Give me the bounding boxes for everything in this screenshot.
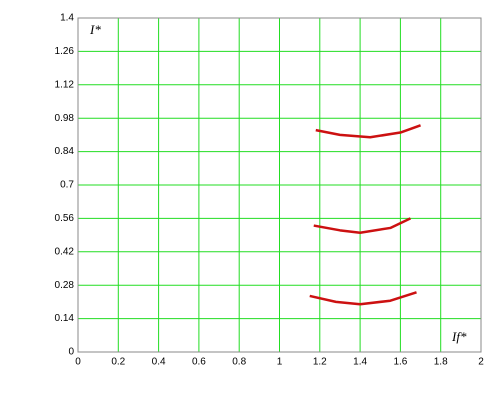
x-tick-label: 0.4	[152, 357, 166, 368]
x-tick-label: 2	[478, 357, 484, 368]
y-tick-label: 1.26	[55, 46, 75, 57]
data-line	[309, 291, 417, 306]
y-tick-label: 0.84	[55, 146, 75, 157]
x-tick-label: 1	[277, 357, 283, 368]
y-tick-label: 0.7	[60, 180, 74, 191]
y-tick-label: 0.98	[55, 113, 75, 124]
x-tick-label: 1.2	[313, 357, 327, 368]
y-tick-label: 0.14	[55, 313, 75, 324]
x-axis-title: If*	[451, 329, 467, 344]
data-line	[315, 124, 421, 139]
y-tick-label: 0.28	[55, 280, 75, 291]
y-tick-label: 0	[68, 347, 74, 358]
x-tick-label: 1.4	[353, 357, 367, 368]
x-tick-label: 0.2	[111, 357, 125, 368]
x-tick-label: 0.6	[192, 357, 206, 368]
y-tick-label: 1.12	[55, 79, 75, 90]
plot-frame	[77, 17, 482, 353]
data-line	[313, 217, 412, 234]
y-axis-title: I*	[89, 22, 101, 37]
x-tick-label: 1.8	[434, 357, 448, 368]
y-tick-label: 0.56	[55, 213, 75, 224]
y-tick-label: 1.4	[60, 13, 74, 24]
x-tick-label: 0	[75, 357, 81, 368]
y-tick-label: 0.42	[55, 246, 75, 257]
x-tick-label: 1.6	[393, 357, 407, 368]
x-tick-label: 0.8	[232, 357, 246, 368]
